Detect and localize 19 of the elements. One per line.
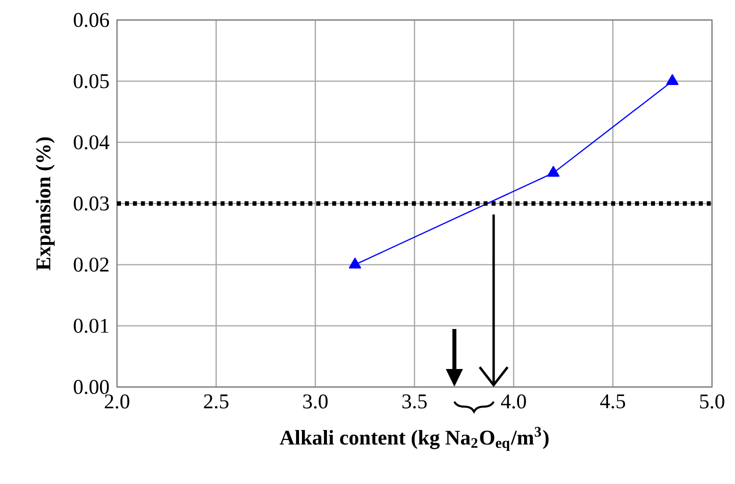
x-axis-title: Alkali content (kg Na$_{2}$O$_{eq}$/m$^{3}$): [280, 426, 549, 451]
x-tick-label: 2.0: [104, 394, 130, 409]
point: [547, 166, 560, 177]
y-tick-label: 0.05: [74, 74, 109, 88]
y-tick-label: 0.04: [74, 135, 110, 150]
x-tick-label: 3.5: [402, 394, 427, 409]
x-tick-label: 3.0: [303, 394, 328, 409]
x-tick-label: 4.0: [501, 394, 526, 409]
x-tick-label: 5.0: [700, 394, 724, 409]
y-axis-title: Expansion (%): [36, 137, 55, 270]
y-tick-label: 0.02: [74, 258, 108, 272]
y-tick-label: 0.03: [74, 196, 109, 211]
x-tick-label: 2.5: [204, 394, 228, 409]
point: [666, 74, 678, 85]
point: [348, 258, 362, 268]
x-tick-label: 4.5: [600, 394, 626, 408]
y-tick-label: 0.00: [74, 380, 109, 394]
y-tick-label: 0.01: [74, 318, 108, 333]
y-tick-label: 0.06: [74, 12, 110, 28]
